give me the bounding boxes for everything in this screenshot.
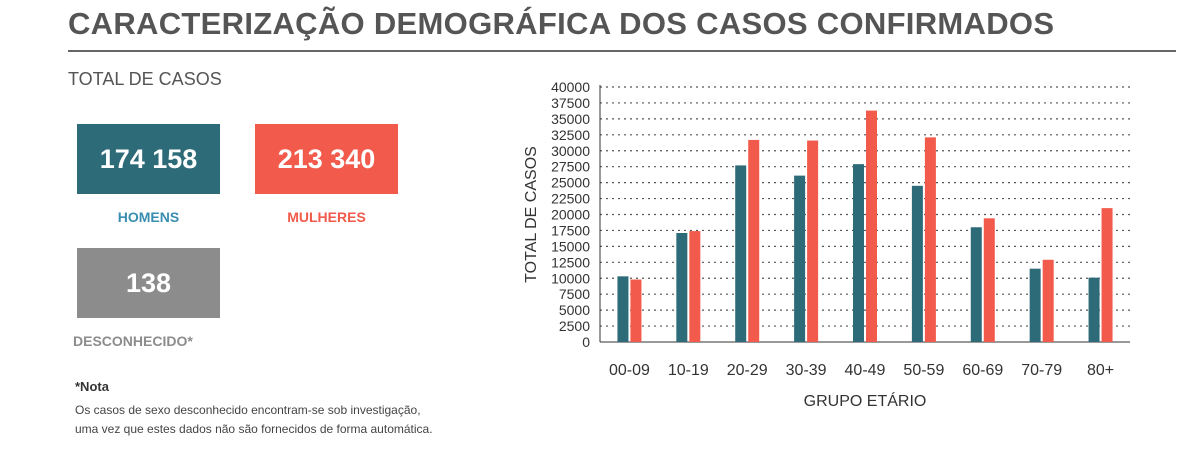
y-tick-label: 27500 <box>551 159 590 175</box>
title-divider <box>68 50 1176 52</box>
x-tick-label: 60-69 <box>962 362 1003 379</box>
bar-men <box>676 232 688 342</box>
bar-women <box>983 218 995 342</box>
y-tick-label: 32500 <box>551 127 590 143</box>
bar-men <box>617 276 629 342</box>
bar-women <box>924 137 936 342</box>
x-tick-label: 50-59 <box>903 362 944 379</box>
note-line: uma vez que estes dados não são fornecid… <box>75 422 433 436</box>
y-tick-label: 37500 <box>551 95 590 111</box>
y-tick-label: 20000 <box>551 207 590 223</box>
y-tick-label: 25000 <box>551 175 590 191</box>
x-tick-label: 70-79 <box>1021 362 1062 379</box>
y-tick-label: 7500 <box>559 286 590 302</box>
y-tick-label: 17500 <box>551 222 590 238</box>
y-tick-label: 2500 <box>559 318 590 334</box>
age-group-chart: 0250050007500100001250015000175002000022… <box>523 79 1130 410</box>
bar-men <box>1029 268 1041 342</box>
x-axis-title: GRUPO ETÁRIO <box>804 391 927 410</box>
y-tick-label: 15000 <box>551 238 590 254</box>
x-tick-label: 40-49 <box>845 362 886 379</box>
y-tick-label: 0 <box>582 334 590 350</box>
y-tick-label: 35000 <box>551 111 590 127</box>
bar-women <box>866 110 877 343</box>
bar-women <box>1042 259 1054 342</box>
unknown-label: DESCONHECIDO* <box>73 333 193 349</box>
men-total-box: 174 158 <box>77 124 220 194</box>
total-cases-heading: TOTAL DE CASOS <box>68 69 222 89</box>
y-tick-label: 5000 <box>559 302 590 318</box>
y-axis-title: TOTAL DE CASOS <box>523 146 540 283</box>
bar-men <box>911 185 923 342</box>
x-tick-label: 20-29 <box>727 362 768 379</box>
women-total-box: 213 340 <box>255 124 398 194</box>
bar-men <box>794 175 806 342</box>
bar-women <box>1101 208 1113 342</box>
x-tick-label: 10-19 <box>668 362 709 379</box>
bar-women <box>630 279 642 342</box>
y-tick-label: 10000 <box>551 270 590 286</box>
men-label: HOMENS <box>117 209 180 225</box>
note-line: Os casos de sexo desconhecido encontram-… <box>75 403 421 417</box>
unknown-total-box: 138 <box>77 248 220 318</box>
note-title: *Nota <box>75 379 109 394</box>
y-tick-label: 40000 <box>551 79 590 95</box>
bar-women <box>807 140 819 342</box>
y-tick-label: 30000 <box>551 143 590 159</box>
x-tick-label: 00-09 <box>609 362 650 379</box>
x-tick-label: 30-39 <box>786 362 827 379</box>
y-tick-label: 12500 <box>551 254 590 270</box>
bar-men <box>1088 277 1100 342</box>
x-tick-label: 80+ <box>1087 362 1114 379</box>
bar-women <box>689 231 701 342</box>
bar-men <box>970 227 982 342</box>
bar-men <box>853 164 864 342</box>
women-label: MULHERES <box>287 209 366 225</box>
y-tick-label: 22500 <box>551 191 590 207</box>
page-title: CARACTERIZAÇÃO DEMOGRÁFICA DOS CASOS CON… <box>68 6 1055 41</box>
bar-men <box>735 165 747 342</box>
bar-women <box>748 139 760 342</box>
note-text: Os casos de sexo desconhecido encontram-… <box>75 401 495 439</box>
